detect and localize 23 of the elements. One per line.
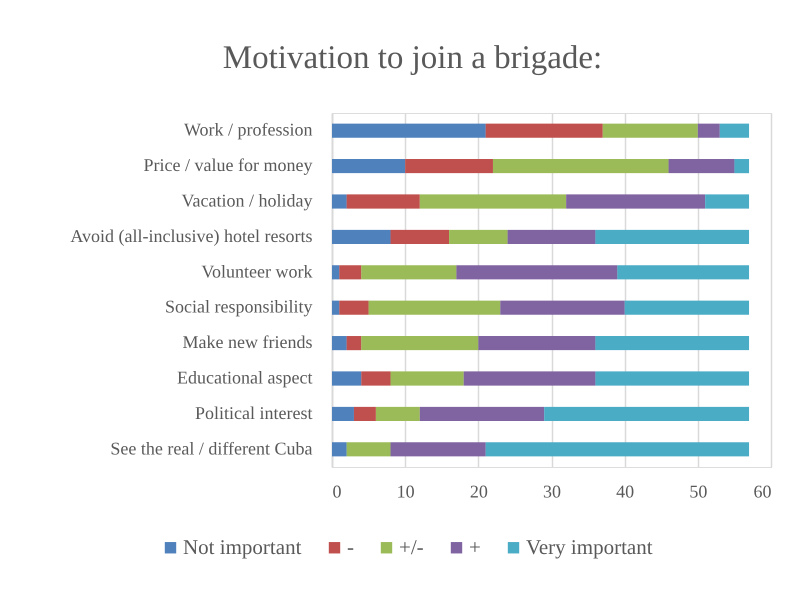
chart-title: Motivation to join a brigade: (222, 40, 602, 76)
x-tick-label: 20 (470, 482, 488, 502)
y-tick-label: Avoid (all-inclusive) hotel resorts (70, 226, 312, 246)
x-tick-label: 60 (754, 482, 772, 502)
legend-label: Very important (526, 534, 653, 559)
x-tick-label: 50 (689, 482, 708, 502)
y-tick-label: Price / value for money (144, 155, 312, 176)
y-tick-label: Educational aspect (177, 368, 312, 388)
x-tick-label: 40 (616, 482, 634, 502)
x-tick-label: 0 (332, 482, 342, 502)
x-tick-label: 10 (396, 482, 415, 502)
x-tick-label: 30 (543, 482, 561, 502)
y-tick-label: Political interest (195, 402, 312, 423)
legend-label: +/- (399, 534, 424, 559)
y-tick-label: See the real / different Cuba (110, 438, 313, 458)
y-tick-label: Social responsibility (165, 296, 312, 317)
y-tick-label: Vacation / holiday (182, 190, 312, 210)
legend-label: - (347, 534, 354, 559)
y-tick-label: Work / profession (184, 120, 312, 140)
legend-label: Not important (183, 534, 302, 559)
y-tick-label: Volunteer work (201, 261, 312, 282)
y-tick-label: Make new friends (182, 332, 312, 352)
legend-label: + (469, 534, 481, 559)
